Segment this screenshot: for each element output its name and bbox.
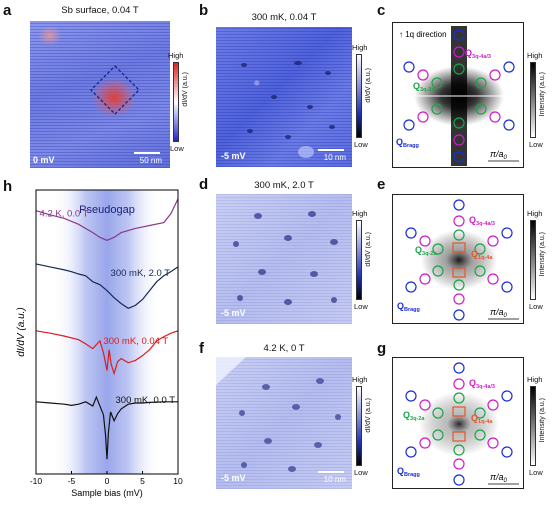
- panel-f-scale-label: 10 nm: [323, 475, 346, 484]
- panel-a-letter: a: [3, 2, 12, 19]
- panel-b-cbar-low: Low: [354, 140, 368, 149]
- svg-text:QBragg: QBragg: [397, 301, 420, 313]
- panel-c-direction: ↑ 1q direction: [399, 30, 447, 39]
- series-label-2: 300 mK, 0.04 T: [103, 336, 168, 347]
- panel-g-letter: g: [377, 340, 387, 357]
- panel-b-stm-image: -5 mV 10 nm: [216, 27, 352, 167]
- panel-b-defects: [241, 61, 335, 158]
- panel-h-chart: 4.2 K, 0.0 T 300 mK, 2.0 T 300 mK, 0.04 T 3…: [16, 189, 183, 498]
- panel-d-defects: [233, 211, 338, 305]
- panel-e-cbar-label: Intensity (a.u.): [539, 232, 546, 277]
- panel-b-scale-label: 10 nm: [323, 153, 346, 162]
- panel-a-colorbar: [173, 62, 179, 142]
- pseudogap-region: [53, 190, 161, 474]
- x-tick-label-3: 5: [140, 476, 145, 486]
- panel-a-bias: 0 mV: [33, 155, 55, 165]
- panel-c-cbar-high: High: [527, 51, 543, 60]
- svg-text:π/a0: π/a0: [490, 149, 508, 161]
- panel-f-scalebar: [318, 471, 344, 473]
- panel-a-scalebar: [134, 152, 160, 154]
- panel-f-colorbar: [356, 386, 362, 466]
- y-axis-label: dI/dV (a.u.): [16, 307, 27, 356]
- panel-c-letter: c: [377, 2, 386, 19]
- panel-g-fft-pattern: Q3q-4a/3 Q3q-2a Q1q-4a QBragg π/a0: [397, 362, 519, 486]
- panel-e-letter: e: [377, 176, 386, 193]
- panel-b-colorbar: [356, 54, 362, 138]
- x-axis-label: Sample bias (mV): [71, 488, 143, 498]
- panel-a-title: Sb surface, 0.04 T: [61, 5, 139, 16]
- panel-d-letter: d: [199, 176, 209, 193]
- panel-c-cbar-low: Low: [529, 140, 543, 149]
- panel-b-title: 300 mK, 0.04 T: [251, 12, 317, 23]
- svg-text:Q3q-2a: Q3q-2a: [403, 410, 425, 422]
- pseudogap-label: Pseudogap: [79, 204, 135, 216]
- panel-d-cbar-low: Low: [354, 302, 368, 311]
- x-tick-label-0: -10: [30, 476, 43, 486]
- panel-d-bias: -5 mV: [221, 308, 246, 318]
- panel-d-title: 300 mK, 2.0 T: [254, 180, 314, 191]
- panel-b-cbar-label: dI/dV (a.u.): [365, 68, 372, 103]
- svg-text:QBragg: QBragg: [396, 137, 419, 149]
- svg-text:π/a0: π/a0: [490, 307, 508, 319]
- panel-e-colorbar: [530, 220, 536, 300]
- panel-c-cbar-label: Intensity (a.u.): [539, 72, 546, 117]
- panel-f-cbar-label: dI/dV (a.u.): [365, 398, 372, 433]
- panel-b-cbar-high: High: [352, 43, 368, 52]
- series-label-0: 4.2 K, 0.0 T: [40, 209, 89, 220]
- svg-text:π/a0: π/a0: [490, 472, 508, 484]
- panel-g-colorbar: [530, 386, 536, 466]
- series-line-3: [35, 395, 178, 460]
- series-line-2: [35, 330, 179, 376]
- panel-f-bias: -5 mV: [221, 473, 246, 483]
- panel-b-bias: -5 mV: [221, 151, 246, 161]
- panel-a-cbar-low: Low: [170, 144, 184, 153]
- panel-g-cbar-high: High: [527, 375, 543, 384]
- panel-f-title: 4.2 K, 0 T: [263, 343, 305, 354]
- panel-g-fft-image: Q3q-4a/3 Q3q-2a Q1q-4a QBragg π/a0: [392, 357, 524, 489]
- svg-text:Q3q-4a/3: Q3q-4a/3: [469, 378, 495, 390]
- panel-b-letter: b: [199, 2, 209, 19]
- panel-e-fft-image: Q3q-4a/3 Q3q-2a Q1q-4a QBragg π/a0: [392, 194, 524, 324]
- panel-f-cbar-low: Low: [354, 468, 368, 477]
- panel-b-scalebar: [318, 149, 344, 151]
- panel-f-stm-image: -5 mV 10 nm: [216, 357, 352, 489]
- svg-text:Q3q-4a/3: Q3q-4a/3: [469, 215, 495, 227]
- x-tick-label-2: 0: [105, 476, 110, 486]
- panel-a-stm-image: 0 mV 50 nm: [30, 21, 170, 168]
- x-tick-label-1: -5: [68, 476, 76, 486]
- panel-g-cbar-low: Low: [529, 468, 543, 477]
- panel-e-cbar-low: Low: [529, 302, 543, 311]
- panel-f-cbar-high: High: [352, 375, 368, 384]
- panel-d-stm-image: -5 mV: [216, 194, 352, 324]
- series-line-1: [35, 263, 179, 310]
- svg-text:Q3q-4a/3: Q3q-4a/3: [465, 48, 491, 60]
- panel-d-cbar-label: dI/dV (a.u.): [365, 232, 372, 267]
- panel-c-fft-image: ↑ 1q direction Q3q-4a/3 Q3q-2a QBragg π/…: [392, 22, 524, 168]
- series-line-0: [35, 198, 179, 241]
- panel-d-colorbar: [356, 220, 362, 300]
- panel-a-scale-label: 50 nm: [139, 156, 162, 165]
- panel-e-cbar-high: High: [527, 209, 543, 218]
- panel-e-fft-pattern: Q3q-4a/3 Q3q-2a Q1q-4a QBragg π/a0: [397, 199, 519, 321]
- panel-d-cbar-high: High: [352, 209, 368, 218]
- series-label-3: 300 mK, 0.0 T: [116, 395, 176, 406]
- panel-c-colorbar: [530, 62, 536, 138]
- panel-a-cbar-high: High: [168, 51, 184, 60]
- panel-g-cbar-label: Intensity (a.u.): [539, 398, 546, 443]
- x-tick-label-4: 10: [173, 476, 183, 486]
- svg-text:QBragg: QBragg: [397, 466, 420, 478]
- panel-f-defects: [216, 357, 341, 472]
- panel-h-letter: h: [3, 178, 13, 195]
- panel-f-letter: f: [199, 340, 204, 357]
- panel-a-box-overlay: [90, 65, 140, 115]
- panel-a-cbar-label: dI/dV (a.u.): [182, 72, 189, 107]
- panel-c-fft-pattern: ↑ 1q direction Q3q-4a/3 Q3q-2a QBragg π/…: [396, 26, 519, 166]
- series-label-1: 300 mK, 2.0 T: [111, 268, 171, 279]
